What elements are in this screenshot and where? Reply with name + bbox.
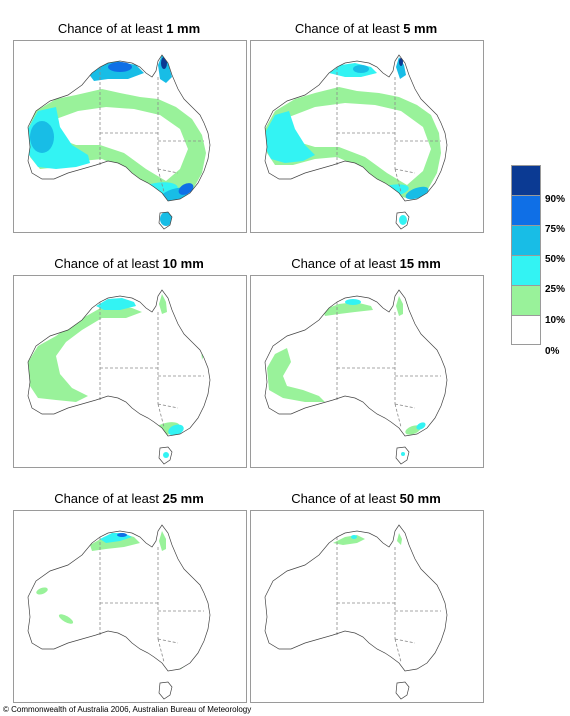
australia-map — [264, 54, 448, 230]
mainland-shape — [265, 525, 447, 671]
map-geography — [264, 524, 448, 700]
legend-swatch-10 — [511, 285, 541, 315]
australia-map — [264, 289, 448, 465]
rainfall-probability-overlay — [333, 533, 402, 545]
map-panel-5mm — [250, 40, 484, 233]
panel-title-10mm: Chance of at least 10 mm — [54, 256, 204, 271]
legend-label-90: 90% — [545, 194, 566, 205]
coastline — [27, 54, 211, 202]
state-border — [394, 168, 416, 174]
coastline — [264, 524, 448, 672]
coastline — [264, 289, 448, 437]
tasmania-shape — [396, 682, 409, 699]
rainfall-probability-overlay — [267, 296, 426, 456]
legend-swatch-0 — [511, 315, 541, 345]
legend-swatch-50 — [511, 225, 541, 255]
map-panel-10mm — [13, 275, 247, 468]
rainfall-probability-overlay — [265, 57, 441, 225]
panel-title-15mm: Chance of at least 15 mm — [291, 256, 441, 271]
state-border — [157, 168, 165, 193]
state-border — [394, 403, 402, 428]
state-border — [394, 638, 402, 663]
rainfall-probability-overlay — [36, 531, 188, 671]
tasmania-coastline — [158, 211, 173, 230]
map-panel-50mm — [250, 510, 484, 703]
legend-label-0: 0% — [545, 346, 560, 357]
panel-title-25mm: Chance of at least 25 mm — [54, 491, 204, 506]
tasmania-coastline — [395, 446, 410, 465]
mainland-shape — [265, 290, 447, 436]
state-border — [394, 168, 402, 193]
legend-swatch-75 — [511, 195, 541, 225]
australia-map — [27, 524, 211, 700]
legend-color-bar — [511, 165, 541, 345]
tasmania-coastline — [158, 681, 173, 700]
map-panel-1mm — [13, 40, 247, 233]
state-border — [157, 403, 179, 409]
coastline — [264, 54, 448, 202]
legend-label-50: 50% — [545, 254, 566, 265]
coastline — [27, 524, 211, 672]
map-geography — [264, 289, 448, 465]
state-border — [394, 403, 416, 409]
map-geography — [264, 54, 448, 230]
legend-swatch-25 — [511, 255, 541, 285]
tasmania-coastline — [158, 446, 173, 465]
tasmania-coastline — [395, 681, 410, 700]
tasmania-coastline — [395, 211, 410, 230]
map-panel-25mm — [13, 510, 247, 703]
state-border — [157, 403, 165, 428]
coastline — [27, 289, 211, 437]
state-border — [157, 638, 179, 644]
legend-label-25: 25% — [545, 284, 566, 295]
legend-label-10: 10% — [545, 315, 566, 326]
legend-label-75: 75% — [545, 224, 566, 235]
australia-map — [27, 289, 211, 465]
panel-title-50mm: Chance of at least 50 mm — [291, 491, 441, 506]
legend-swatch-90 — [511, 165, 541, 195]
panel-title-5mm: Chance of at least 5 mm — [294, 21, 438, 36]
map-geography — [27, 54, 211, 230]
map-geography — [27, 289, 211, 465]
tasmania-shape — [159, 682, 172, 699]
map-panel-15mm — [250, 275, 484, 468]
panel-title-1mm: Chance of at least 1 mm — [57, 21, 201, 36]
copyright-notice: © Commonwealth of Australia 2006, Austra… — [3, 705, 252, 714]
australia-map — [264, 524, 448, 700]
state-border — [157, 168, 179, 174]
map-geography — [27, 524, 211, 700]
australia-map — [27, 54, 211, 230]
state-border — [394, 638, 416, 644]
state-border — [157, 638, 165, 663]
